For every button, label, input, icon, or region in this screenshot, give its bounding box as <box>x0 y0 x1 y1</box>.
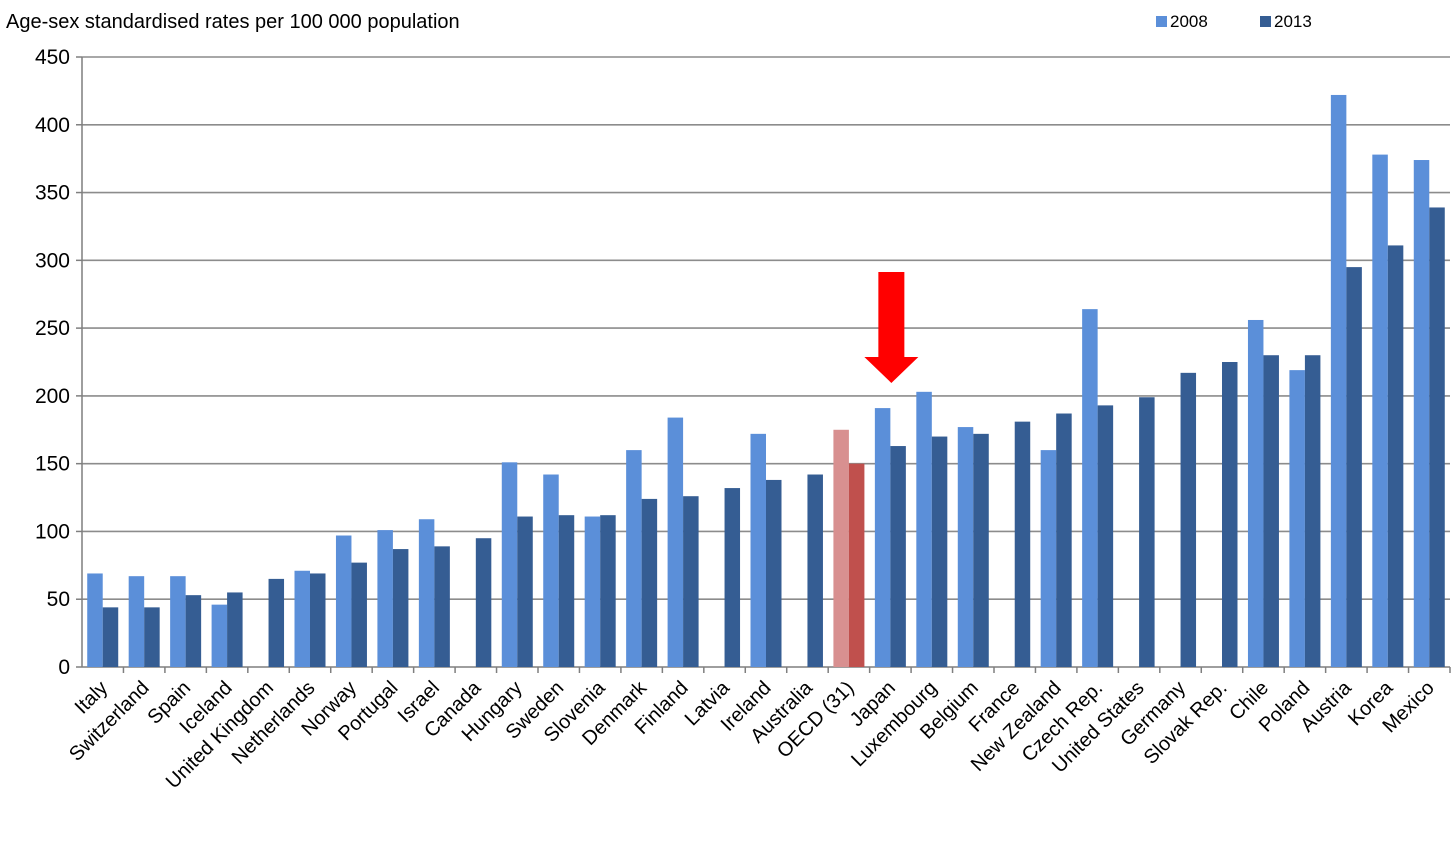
bar-2013 <box>392 549 409 667</box>
bar-2008 <box>957 427 974 667</box>
bar-2013 <box>268 578 285 667</box>
bar-2008 <box>584 516 601 667</box>
bar-2013 <box>227 592 243 667</box>
bar-2013 <box>351 562 367 667</box>
bar-2013 <box>310 573 326 667</box>
bar-2013 <box>724 488 741 667</box>
y-tick-label: 0 <box>58 656 70 679</box>
y-tick-label: 350 <box>35 182 70 205</box>
bar-2013 <box>1304 355 1321 667</box>
bar-2013 <box>683 496 699 667</box>
bar-2013 <box>102 607 119 667</box>
bar-2013 <box>1222 362 1238 667</box>
bar-2013 <box>807 474 823 667</box>
bar-2013 <box>931 436 948 667</box>
bar-2013 <box>1387 245 1404 667</box>
y-tick-label: 450 <box>35 46 70 69</box>
y-tick-label: 300 <box>35 249 70 272</box>
bar-2008 <box>543 474 559 667</box>
bar-2008 <box>335 535 352 667</box>
bar-2013 <box>517 516 533 667</box>
bar-2008 <box>1413 160 1430 667</box>
bar-2013 <box>641 498 658 667</box>
bar-2008 <box>170 576 186 667</box>
bar-2008 <box>377 530 393 667</box>
bar-2013 <box>144 607 160 667</box>
bar-2013 <box>973 433 989 667</box>
bar-2008 <box>1330 94 1347 667</box>
bar-2013 <box>600 515 616 667</box>
y-tick-label: 150 <box>35 453 70 476</box>
bar-2008 <box>418 519 435 667</box>
bar-2013 <box>848 463 865 667</box>
bar-2008 <box>916 391 932 667</box>
y-tick-label: 400 <box>35 114 70 137</box>
bar-2013 <box>558 515 575 667</box>
bar-2008 <box>1082 309 1098 667</box>
bar-2008 <box>1247 319 1264 667</box>
y-tick-label: 50 <box>47 588 70 611</box>
bar-2013 <box>766 479 782 667</box>
bar-2008 <box>128 576 145 667</box>
bar-2013 <box>1346 267 1362 667</box>
bar-2013 <box>475 538 492 667</box>
bar-2008 <box>1289 370 1305 667</box>
bar-2008 <box>1372 154 1388 668</box>
bar-2008 <box>750 433 766 667</box>
annotation-arrow <box>864 272 919 383</box>
bar-2008 <box>1040 450 1057 667</box>
bar-2013 <box>1014 421 1031 667</box>
bar-2008 <box>833 429 849 667</box>
y-tick-label: 200 <box>35 385 70 408</box>
bar-2013 <box>1097 405 1114 667</box>
bar-2008 <box>87 573 103 667</box>
bar-2013 <box>890 446 906 667</box>
bar-2013 <box>1263 355 1279 667</box>
bar-2008 <box>874 408 891 667</box>
bar-2013 <box>1180 372 1197 667</box>
bar-2008 <box>667 417 684 667</box>
bar-2008 <box>294 570 310 667</box>
bar-2013 <box>1429 207 1445 667</box>
legend-swatch-2008 <box>1156 16 1167 27</box>
bar-2013 <box>434 546 450 667</box>
legend-swatch-2013 <box>1260 16 1271 27</box>
bar-2013 <box>185 595 202 667</box>
bar-2013 <box>1056 413 1072 667</box>
legend-label-2013: 2013 <box>1274 12 1312 31</box>
y-tick-label: 250 <box>35 317 70 340</box>
bar-2008 <box>626 450 642 667</box>
legend-label-2008: 2008 <box>1170 12 1208 31</box>
bar-2008 <box>211 604 228 667</box>
bar-2013 <box>1139 397 1155 667</box>
y-axis-title: Age-sex standardised rates per 100 000 p… <box>6 11 460 33</box>
y-tick-label: 100 <box>35 520 70 543</box>
bar-2008 <box>501 462 518 667</box>
